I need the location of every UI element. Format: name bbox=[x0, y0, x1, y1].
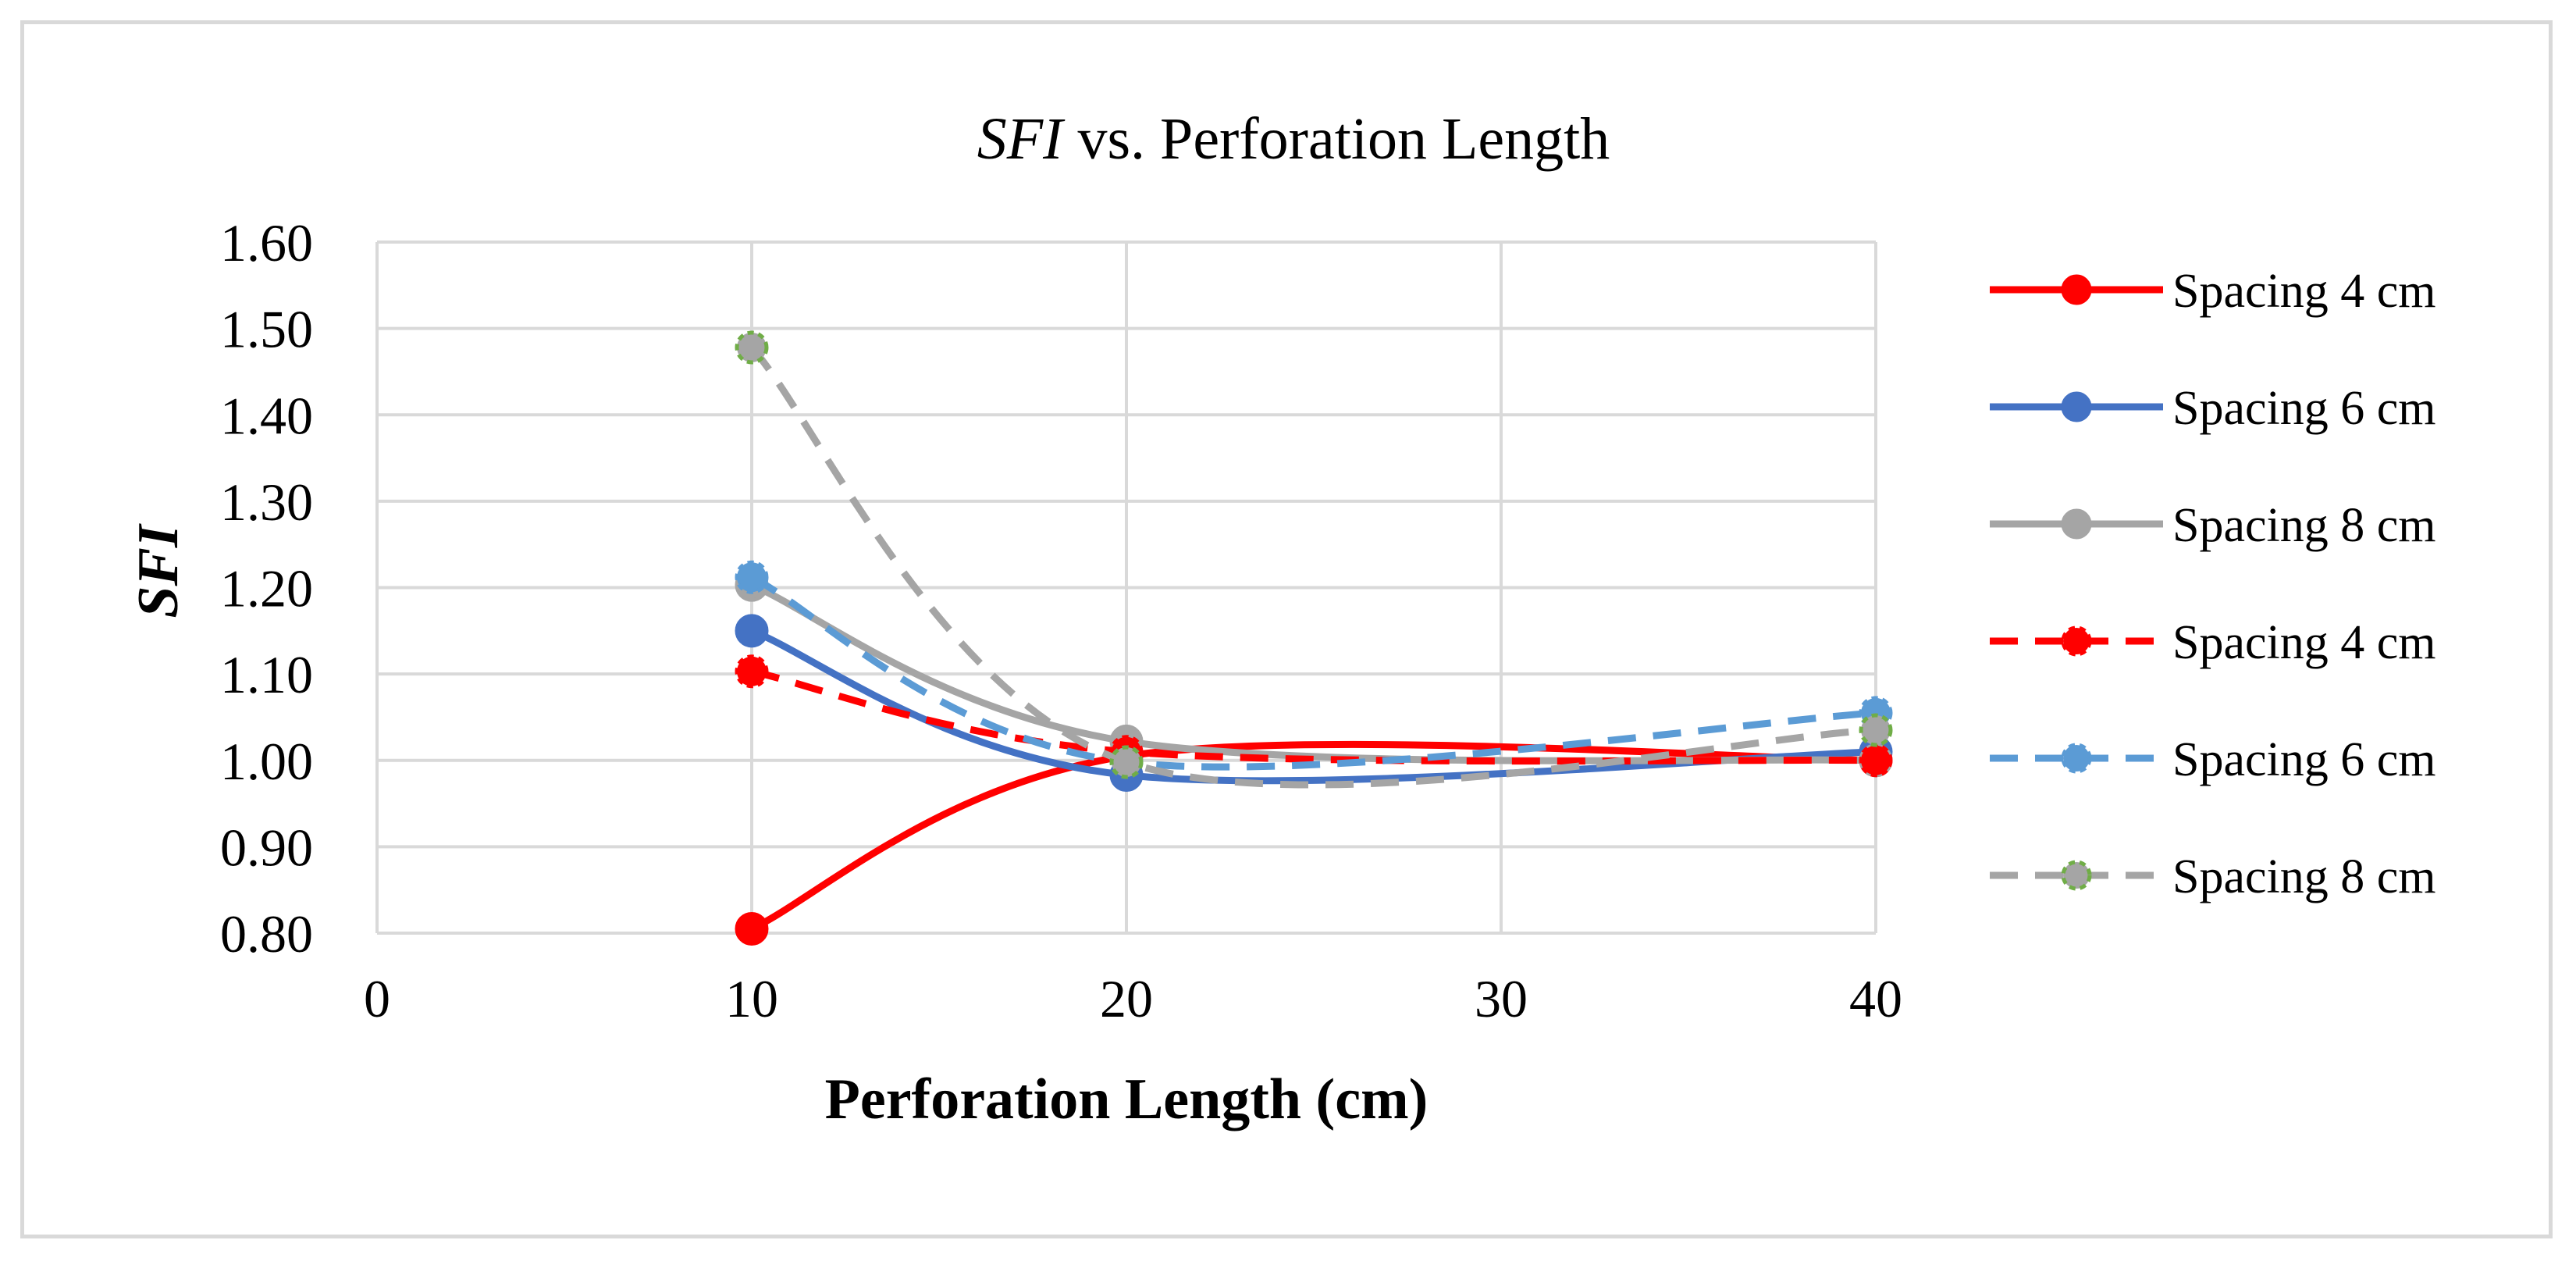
series-line-6 bbox=[749, 344, 1877, 789]
series-group bbox=[735, 330, 1893, 946]
y-tick-label: 1.60 bbox=[220, 213, 313, 273]
series-line-1 bbox=[748, 740, 1880, 932]
y-tick-label: 1.20 bbox=[220, 559, 313, 618]
legend-label: Spacing 4 cm bbox=[2172, 616, 2436, 669]
y-tick-label: 1.00 bbox=[220, 732, 313, 791]
y-tick-label: 1.30 bbox=[220, 472, 313, 532]
legend-swatch-marker bbox=[2061, 508, 2092, 540]
y-tick-label: 0.90 bbox=[220, 818, 313, 877]
legend-label: Spacing 6 cm bbox=[2172, 733, 2436, 786]
legend-swatch-marker bbox=[2061, 274, 2092, 305]
data-point-6-40 bbox=[1859, 713, 1893, 747]
legend-item-5: Spacing 6 cm bbox=[1990, 733, 2436, 786]
data-point-4-10 bbox=[735, 654, 769, 689]
legend-item-1: Spacing 4 cm bbox=[1990, 265, 2436, 318]
gridlines bbox=[375, 241, 1877, 935]
legend-swatch-marker bbox=[2061, 860, 2092, 891]
legend-label: Spacing 4 cm bbox=[2172, 265, 2436, 318]
y-tick-label: 1.10 bbox=[220, 645, 313, 704]
series-line-4 bbox=[751, 668, 1877, 765]
y-tick-label: 1.40 bbox=[220, 386, 313, 445]
series-6 bbox=[735, 330, 1893, 789]
legend-item-3: Spacing 8 cm bbox=[1990, 499, 2436, 552]
legend-label: Spacing 6 cm bbox=[2172, 382, 2436, 435]
y-axis-label: SFI bbox=[126, 523, 190, 618]
y-axis-ticks: 0.80 0.90 1.00 1.10 1.20 1.30 1.40 1.50 1.60 bbox=[220, 213, 313, 964]
legend-item-2: Spacing 6 cm bbox=[1990, 382, 2436, 435]
legend-swatch-marker bbox=[2061, 743, 2092, 774]
data-point-4-40 bbox=[1859, 743, 1893, 778]
x-tick-label: 20 bbox=[1100, 969, 1153, 1028]
legend-label: Spacing 8 cm bbox=[2172, 850, 2436, 903]
series-line-5 bbox=[750, 574, 1877, 771]
chart-title: SFI vs. Perforation Length bbox=[977, 106, 1610, 172]
data-point-6-10 bbox=[735, 330, 769, 365]
legend-swatch-marker bbox=[2061, 391, 2092, 422]
series-1 bbox=[735, 739, 1893, 946]
data-point-5-10 bbox=[735, 560, 769, 594]
y-tick-label: 1.50 bbox=[220, 300, 313, 359]
x-tick-label: 10 bbox=[725, 969, 778, 1028]
data-point-6-20 bbox=[1109, 745, 1144, 779]
legend-swatch-marker bbox=[2061, 625, 2092, 657]
x-axis-ticks: 0 10 20 30 40 bbox=[364, 969, 1902, 1028]
legend-item-4: Spacing 4 cm bbox=[1990, 616, 2436, 669]
chart-title-rest: vs. Perforation Length bbox=[1062, 106, 1610, 172]
line-chart: SFI vs. Perforation Length 0.80 0.90 1.00 1… bbox=[126, 106, 2436, 1131]
data-point-2-10 bbox=[735, 614, 769, 648]
y-tick-label: 0.80 bbox=[220, 904, 313, 964]
chart-frame: SFI vs. Perforation Length 0.80 0.90 1.00 1… bbox=[20, 20, 2553, 1238]
legend-label: Spacing 8 cm bbox=[2172, 499, 2436, 552]
x-axis-label: Perforation Length (cm) bbox=[825, 1067, 1429, 1131]
legend-item-6: Spacing 8 cm bbox=[1990, 850, 2436, 903]
chart-title-italic: SFI bbox=[977, 106, 1066, 172]
x-tick-label: 0 bbox=[364, 969, 390, 1028]
legend: Spacing 4 cm Spacing 6 cm Spacing 8 cm Spac… bbox=[1990, 265, 2436, 903]
x-tick-label: 40 bbox=[1849, 969, 1902, 1028]
data-point-1-10 bbox=[735, 911, 769, 946]
x-tick-label: 30 bbox=[1475, 969, 1528, 1028]
